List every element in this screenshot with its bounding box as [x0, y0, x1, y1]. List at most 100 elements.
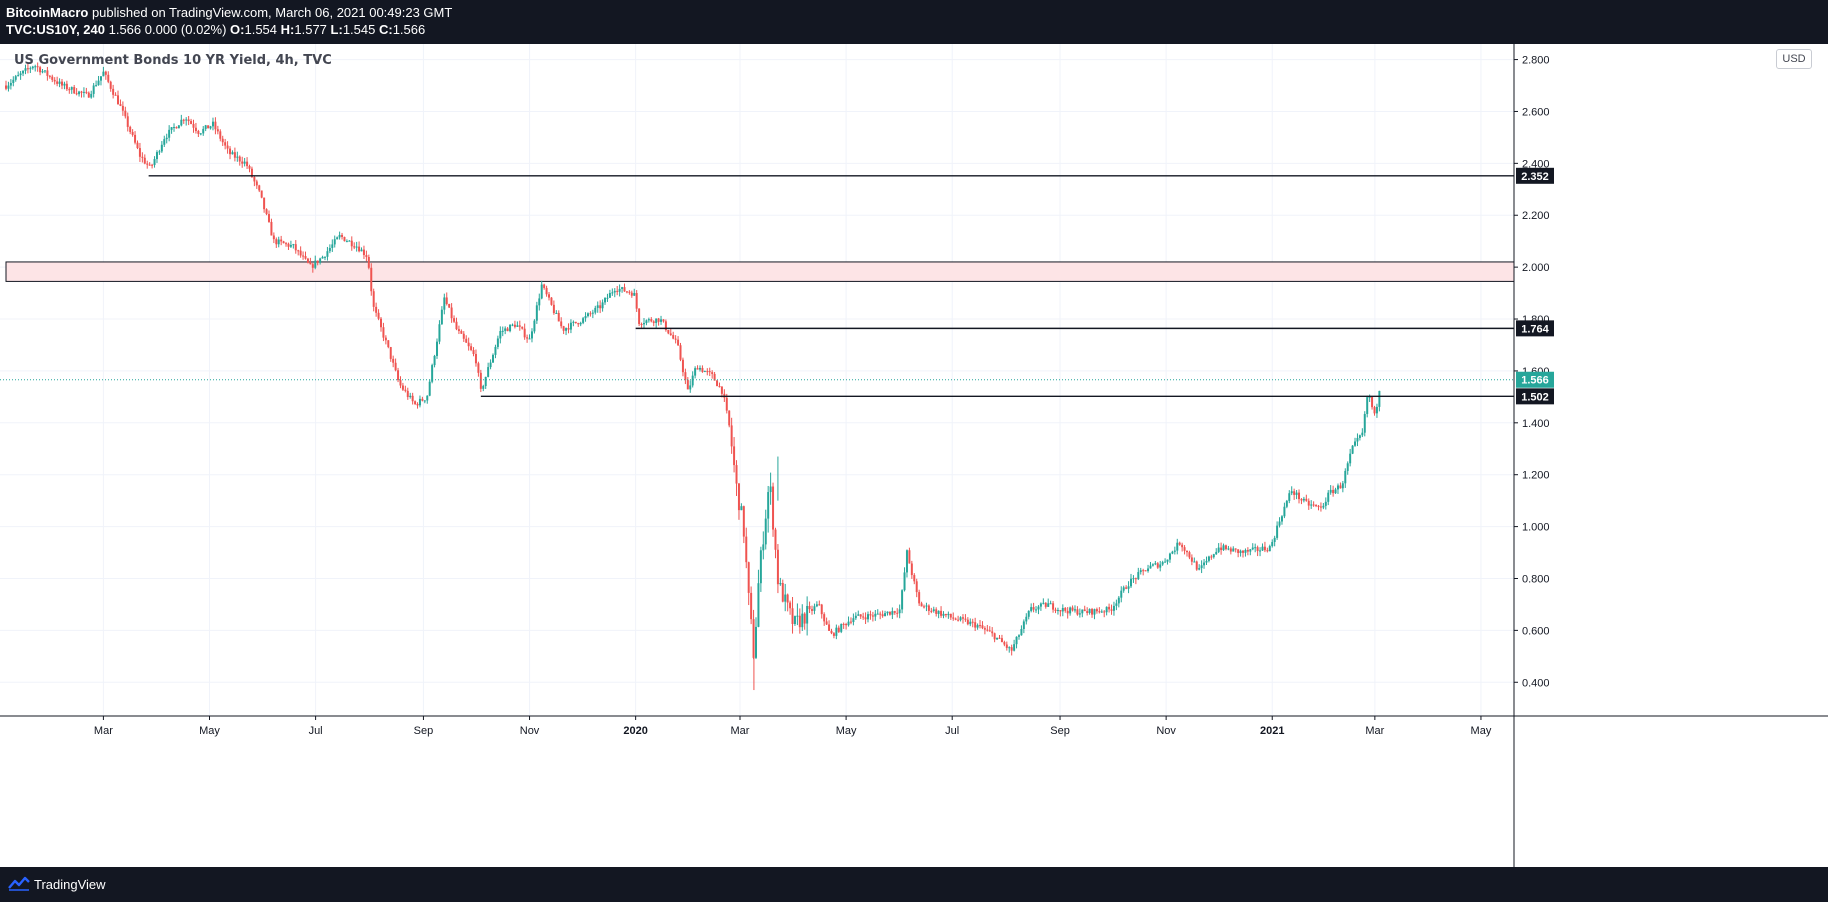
candle-body — [387, 340, 390, 348]
candle-body — [584, 316, 587, 319]
candle-body — [190, 121, 193, 124]
candle-body — [628, 291, 631, 293]
candle-body — [1105, 606, 1108, 613]
time-tick-label: Nov — [1156, 725, 1176, 737]
candle-body — [170, 127, 173, 130]
candle-body — [720, 386, 723, 394]
candle-body — [572, 321, 575, 323]
candle-body — [506, 328, 509, 332]
price-chart[interactable]: 0.4000.6000.8001.0001.2001.4001.6001.800… — [0, 44, 1828, 867]
candle-body — [954, 618, 957, 620]
candle-body — [716, 380, 719, 387]
candle-body — [1310, 504, 1313, 506]
candle-body — [333, 239, 336, 245]
open-value: 1.554 — [244, 22, 278, 37]
candle-body — [199, 133, 202, 135]
candle-body — [694, 368, 697, 376]
candle-body — [1022, 621, 1025, 629]
candle-body — [433, 355, 436, 366]
candle-body — [78, 91, 81, 95]
candle-body — [1127, 586, 1130, 589]
candle-body — [158, 151, 161, 153]
candle-body — [504, 328, 507, 331]
candle-body — [492, 354, 495, 363]
candle-body — [1017, 635, 1020, 637]
author-name[interactable]: BitcoinMacro — [6, 5, 89, 20]
tradingview-logo-icon[interactable] — [8, 876, 30, 892]
candle-body — [243, 161, 246, 164]
candle-body — [1205, 560, 1208, 563]
candle-body — [923, 606, 926, 608]
candle-body — [233, 152, 236, 158]
candle-body — [1339, 485, 1342, 489]
candle-body — [901, 590, 904, 610]
candle-body — [1171, 551, 1174, 554]
candle-body — [647, 319, 650, 321]
candle-body — [642, 323, 645, 325]
candle-body — [1129, 578, 1132, 587]
candle-body — [250, 168, 253, 178]
candle-body — [825, 621, 828, 625]
candle-body — [306, 258, 309, 263]
candle-body — [940, 610, 943, 616]
candle-body — [871, 615, 874, 617]
candle-body — [1200, 565, 1203, 569]
currency-button[interactable]: USD — [1776, 49, 1812, 69]
chart-pane[interactable]: 0.4000.6000.8001.0001.2001.4001.6001.800… — [0, 44, 1828, 867]
candle-body — [187, 119, 190, 122]
candle-body — [733, 446, 736, 466]
candle-body — [134, 134, 137, 143]
quote-line: TVC:US10Y, 240 1.566 0.000 (0.02%) O:1.5… — [6, 22, 425, 37]
close-label: C: — [375, 22, 393, 37]
candle-body — [750, 592, 753, 620]
candle-body — [467, 342, 470, 347]
candle-body — [1278, 521, 1281, 526]
candle-body — [677, 339, 680, 346]
quote-change: 1.566 0.000 (0.02%) — [105, 22, 231, 37]
candle-body — [932, 609, 935, 612]
candle-body — [379, 318, 382, 328]
candle-body — [1120, 590, 1123, 598]
candle-body — [781, 583, 784, 602]
candle-body — [1086, 611, 1089, 613]
candle-body — [535, 305, 538, 321]
candle-body — [1030, 607, 1033, 611]
candle-body — [764, 518, 767, 545]
candle-body — [852, 618, 855, 623]
candle-body — [63, 83, 66, 86]
candle-body — [109, 81, 112, 89]
price-tick-label: 2.000 — [1522, 262, 1550, 274]
candle-body — [1351, 445, 1354, 454]
high-value: 1.577 — [294, 22, 327, 37]
candle-body — [1195, 561, 1198, 570]
candle-body — [691, 375, 694, 386]
candle-body — [270, 221, 273, 236]
candle-body — [509, 324, 512, 332]
candle-body — [367, 257, 370, 268]
chart-title: US Government Bonds 10 YR Yield, 4h, TVC — [14, 53, 332, 68]
candle-body — [1256, 547, 1259, 552]
candle-body — [530, 331, 533, 339]
candle-body — [56, 81, 59, 84]
candle-body — [214, 121, 217, 130]
candle-body — [1329, 489, 1332, 493]
candle-body — [41, 71, 44, 73]
candle-body — [277, 239, 280, 245]
candle-body — [567, 328, 570, 330]
candle-body — [1035, 609, 1038, 611]
candle-body — [577, 323, 580, 325]
candle-body — [660, 319, 663, 322]
candle-body — [353, 246, 356, 248]
candle-body — [462, 333, 465, 339]
candle-body — [1283, 506, 1286, 517]
candle-body — [1302, 498, 1305, 501]
candle-body — [1142, 570, 1145, 572]
candle-body — [138, 148, 141, 157]
footer-brand[interactable]: TradingView — [34, 877, 106, 892]
candle-body — [46, 70, 49, 76]
candle-body — [316, 260, 319, 263]
candle-body — [85, 91, 88, 93]
candle-body — [1324, 501, 1327, 506]
candle-body — [1193, 561, 1196, 563]
candle-body — [1300, 499, 1303, 501]
